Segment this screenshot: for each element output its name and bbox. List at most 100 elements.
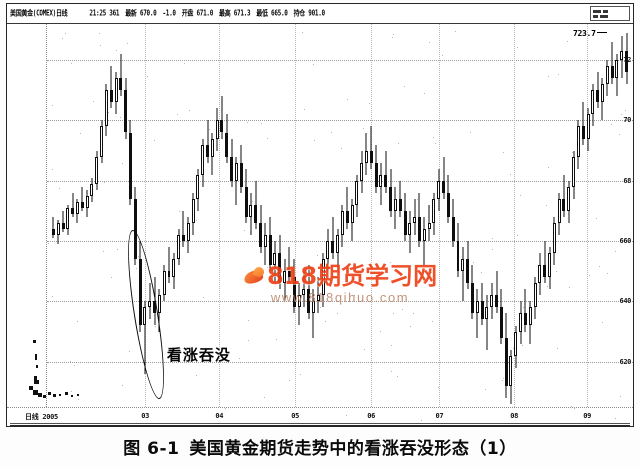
scan-noise bbox=[492, 238, 494, 240]
candlestick-wick bbox=[221, 96, 223, 139]
scan-noise bbox=[390, 262, 392, 264]
price-tick-label: 68 bbox=[623, 176, 631, 185]
candlestick bbox=[374, 144, 378, 193]
candlestick-body bbox=[567, 186, 571, 211]
chart-window: 美国黄金(COMEX)日线 21:25 361 最新 670.0 -1.0 开盘… bbox=[6, 3, 634, 427]
candlestick-body bbox=[350, 204, 354, 223]
candlestick bbox=[567, 180, 571, 223]
candlestick-body bbox=[172, 259, 176, 278]
scan-noise bbox=[409, 325, 411, 327]
candlestick-body bbox=[302, 289, 306, 296]
candlestick-body bbox=[538, 265, 542, 284]
candlestick bbox=[480, 283, 484, 326]
date-tick-label: 03 bbox=[141, 412, 150, 420]
candlestick bbox=[181, 210, 185, 248]
scan-noise bbox=[240, 156, 242, 158]
candlestick-body bbox=[499, 307, 503, 338]
candlestick bbox=[244, 168, 248, 223]
candlestick bbox=[157, 289, 161, 332]
scan-noise bbox=[432, 136, 434, 138]
scan-noise bbox=[61, 37, 63, 39]
scan-noise bbox=[183, 63, 185, 65]
scan-noise bbox=[325, 320, 326, 322]
candlestick-wick bbox=[462, 247, 464, 302]
candlestick-body bbox=[543, 265, 547, 278]
candlestick bbox=[605, 60, 609, 97]
scan-noise bbox=[239, 358, 241, 359]
scan-noise bbox=[484, 389, 486, 391]
candlestick bbox=[470, 265, 474, 320]
candlestick bbox=[133, 186, 137, 266]
scan-noise bbox=[545, 204, 547, 206]
candlestick-body bbox=[230, 156, 234, 181]
candlestick-body bbox=[56, 222, 60, 236]
chart-plot-area[interactable]: 727068660640620 723.7 看涨吞没 818期货学习网 www.… bbox=[7, 24, 633, 421]
candlestick-body bbox=[206, 144, 210, 157]
candlestick-wick bbox=[235, 156, 237, 205]
scan-noise bbox=[147, 75, 149, 77]
scan-noise bbox=[345, 278, 347, 280]
vertical-gridline bbox=[295, 24, 297, 407]
candlestick bbox=[437, 168, 441, 211]
candlestick-body bbox=[90, 183, 94, 196]
candlestick-body bbox=[196, 174, 200, 199]
vertical-gridline bbox=[514, 24, 516, 407]
candlestick bbox=[432, 192, 436, 236]
candlestick-body bbox=[437, 180, 441, 199]
scan-noise bbox=[138, 255, 140, 257]
candlestick-body bbox=[379, 174, 383, 187]
candlestick bbox=[369, 126, 373, 169]
scan-noise bbox=[413, 313, 415, 315]
candlestick bbox=[124, 78, 128, 139]
candlestick-wick bbox=[563, 174, 565, 217]
quote-time: 21:25 361 bbox=[89, 9, 120, 18]
window-toolbox-icon[interactable] bbox=[590, 6, 630, 21]
scan-noise bbox=[520, 195, 522, 197]
scan-noise bbox=[607, 273, 609, 275]
candlestick-body bbox=[191, 198, 195, 223]
price-axis bbox=[7, 24, 47, 407]
scan-noise bbox=[492, 248, 494, 250]
scan-noise bbox=[503, 151, 505, 153]
candlestick bbox=[417, 192, 421, 248]
scan-noise bbox=[246, 122, 248, 124]
scan-noise bbox=[522, 344, 524, 346]
candlestick-body bbox=[591, 90, 595, 115]
candlestick bbox=[153, 277, 157, 326]
candlestick bbox=[95, 150, 99, 190]
candlestick bbox=[177, 229, 181, 266]
quote-low: 最低 665.0 bbox=[256, 9, 288, 18]
candlestick bbox=[234, 156, 238, 205]
candlestick-body bbox=[249, 204, 253, 217]
candlestick bbox=[283, 259, 287, 302]
scan-mark bbox=[71, 395, 73, 397]
candlestick bbox=[514, 325, 518, 368]
candlestick bbox=[143, 301, 147, 374]
candlestick-body bbox=[162, 271, 166, 296]
candlestick bbox=[620, 36, 624, 79]
scan-noise bbox=[391, 36, 393, 38]
candlestick bbox=[398, 180, 402, 217]
vertical-gridline bbox=[439, 24, 441, 407]
horizontal-gridline bbox=[47, 60, 633, 62]
scan-noise bbox=[337, 313, 339, 315]
candlestick bbox=[259, 204, 263, 254]
scan-noise bbox=[121, 162, 123, 164]
candlestick-body bbox=[504, 337, 508, 386]
candlestick bbox=[408, 210, 412, 254]
quote-high: 最高 671.3 bbox=[219, 9, 251, 18]
candlestick-body bbox=[331, 241, 335, 254]
candlestick bbox=[422, 216, 426, 266]
candlestick-body bbox=[509, 355, 513, 386]
candlestick-body bbox=[364, 150, 368, 163]
scan-noise bbox=[199, 353, 201, 355]
scan-noise bbox=[347, 99, 349, 101]
candlestick-body bbox=[610, 66, 614, 79]
scan-noise bbox=[625, 109, 627, 111]
candlestick-body bbox=[523, 313, 527, 326]
candlestick-body bbox=[605, 66, 609, 85]
candlestick-body bbox=[181, 235, 185, 242]
scan-mark bbox=[29, 386, 33, 390]
candlestick-body bbox=[355, 180, 359, 205]
candlestick-body bbox=[85, 195, 89, 208]
